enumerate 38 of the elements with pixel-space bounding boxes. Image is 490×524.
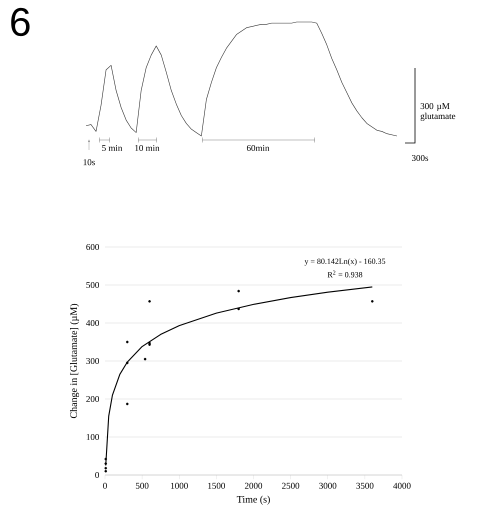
point bbox=[237, 308, 240, 310]
text: 300 µM glutamate bbox=[420, 103, 456, 121]
x-tick-label: 1500 bbox=[208, 482, 225, 489]
y-tick-label: 100 bbox=[86, 434, 100, 440]
x-tick-label: 3500 bbox=[356, 482, 374, 489]
y-axis-title: Change in [Glutamate] (µM) bbox=[70, 304, 80, 418]
point bbox=[126, 340, 129, 344]
x-tick-label: 0 bbox=[103, 482, 107, 489]
x-tick-label: 500 bbox=[136, 482, 149, 489]
point bbox=[104, 466, 108, 470]
y-tick-label: 200 bbox=[86, 396, 100, 402]
text: 300s bbox=[412, 154, 428, 162]
y-tick-label: 600 bbox=[86, 244, 100, 250]
y-tick-label: 0 bbox=[95, 472, 100, 478]
x-axis-title: Time (s) bbox=[236, 496, 270, 505]
x-tick-label: 4000 bbox=[393, 482, 411, 489]
point bbox=[126, 402, 129, 406]
x-tick-label: 2500 bbox=[282, 482, 300, 489]
point bbox=[148, 343, 151, 346]
point bbox=[104, 462, 108, 465]
point bbox=[144, 358, 146, 360]
y-tick-label: 400 bbox=[86, 320, 100, 326]
text: 5 min bbox=[102, 144, 122, 152]
text: 6 bbox=[11, 8, 30, 36]
point bbox=[104, 458, 108, 460]
point bbox=[126, 362, 129, 364]
point bbox=[148, 300, 151, 303]
text: 10s bbox=[84, 159, 95, 166]
x-tick-label: 3000 bbox=[319, 482, 336, 489]
x-tick-label: 1000 bbox=[171, 482, 188, 489]
text: 10 min bbox=[135, 144, 160, 152]
text: 60min bbox=[246, 144, 270, 152]
point bbox=[371, 300, 374, 303]
y-tick-label: 300 bbox=[86, 358, 100, 364]
point bbox=[237, 290, 240, 292]
x-tick-label: 2000 bbox=[244, 482, 262, 489]
point bbox=[104, 470, 108, 472]
y-tick-label: 500 bbox=[86, 282, 100, 288]
